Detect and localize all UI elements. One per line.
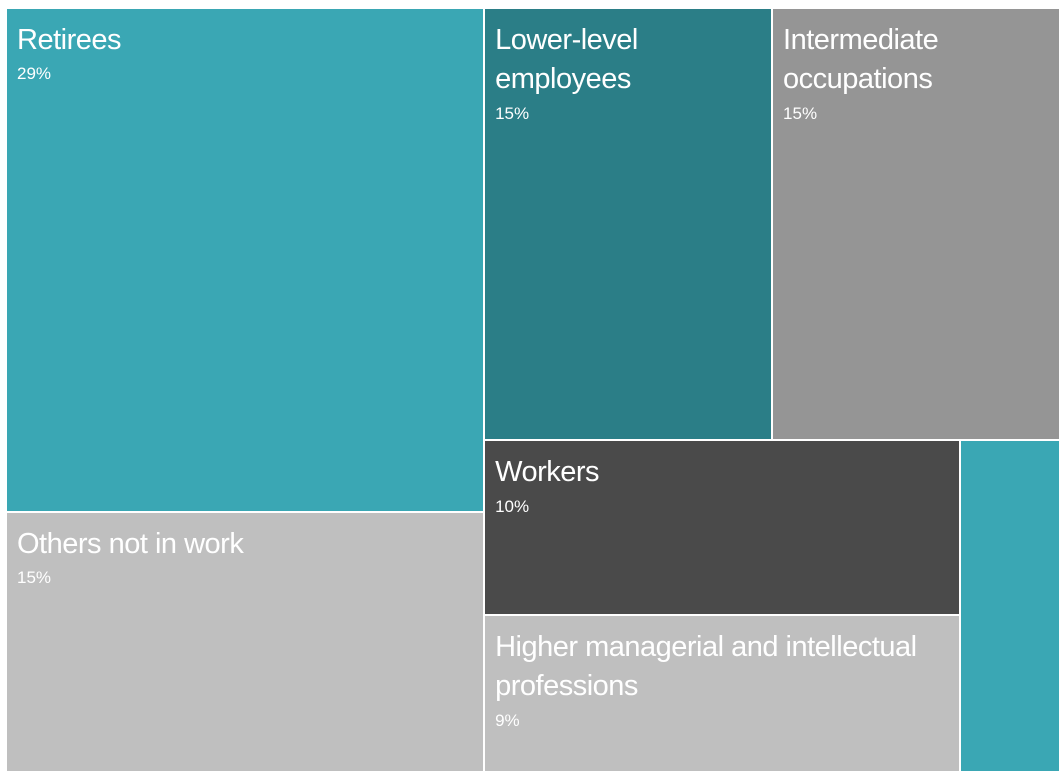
cell-label: Higher managerial and intellectual profe… <box>495 630 917 703</box>
cell-label: Lower-level employees <box>495 24 638 96</box>
treemap-cell: Lower-level employees 15% <box>484 8 773 441</box>
treemap: Retirees 29% Others not in work 15% Lower-le… <box>6 8 1060 772</box>
treemap-cell <box>959 440 1060 772</box>
treemap-cell: Higher managerial and intellectual profe… <box>484 614 960 772</box>
treemap-cell: Intermediate occupations 15% <box>772 8 1060 441</box>
cell-label: Workers <box>495 456 600 489</box>
cell-label: Intermediate occupations <box>783 24 939 96</box>
cell-value: 10% <box>495 496 530 516</box>
treemap-cell: Retirees 29% <box>6 8 485 512</box>
cell-value: 15% <box>495 103 530 123</box>
cell-value: 9% <box>495 710 520 730</box>
cell-value: 15% <box>17 567 52 587</box>
cell-value: 29% <box>17 64 52 84</box>
treemap-cell: Others not in work 15% <box>6 511 485 772</box>
treemap-cell: Workers 10% <box>484 440 960 615</box>
cell-value: 15% <box>783 103 818 123</box>
cell-label: Others not in work <box>17 527 244 560</box>
cell-label: Retirees <box>17 24 122 56</box>
